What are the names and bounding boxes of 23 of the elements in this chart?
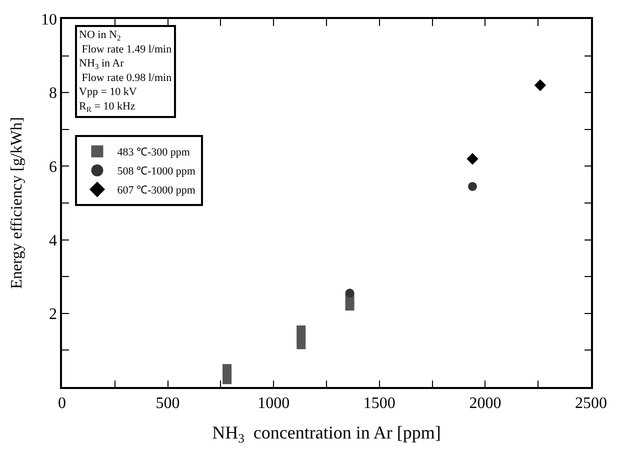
x-tick-label: 0 — [58, 394, 66, 412]
y-tick-label: 2 — [49, 306, 58, 323]
x-tick-label: 1000 — [258, 394, 290, 412]
y-tick-label: 8 — [49, 85, 58, 102]
y-tick-label: 10 — [41, 12, 58, 29]
point — [468, 182, 477, 191]
text: NO in N$_{2}$ Flow rate 1.49 l/min NH$_{3}$ in Ar Flow rate 0.98 l/min Vpp = 10 kV R$_{R}$ = 10 kHz — [79, 29, 172, 114]
x-axis-title: NH$_{3}$ concentration in Ar [ppm] — [212, 422, 441, 446]
legend-label: 483 ℃-300 ppm — [117, 146, 190, 159]
legend-label: 607 ℃-3000 ppm — [117, 184, 196, 197]
point — [296, 325, 306, 334]
y-tick-label: 6 — [49, 158, 58, 176]
x-tick-label: 2000 — [469, 394, 502, 412]
y-tick-label: 4 — [49, 232, 58, 250]
x-tick-label: 2500 — [575, 394, 607, 412]
point — [222, 364, 232, 374]
point — [466, 152, 478, 165]
x-tick-label: 500 — [156, 394, 180, 412]
point — [534, 79, 546, 92]
y-axis-title: Energy efficiency [g/kWh] — [8, 117, 26, 289]
point — [345, 288, 354, 298]
x-tick-label: 1500 — [363, 394, 396, 412]
legend-label: 508 ℃-1000 ppm — [117, 166, 196, 178]
